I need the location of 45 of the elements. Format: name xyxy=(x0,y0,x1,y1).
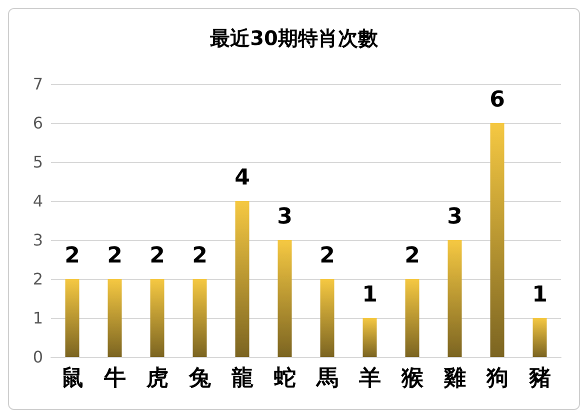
data-label: 1 xyxy=(532,282,548,308)
bar xyxy=(150,279,164,357)
x-tick-label: 蛇 xyxy=(272,365,296,391)
bar xyxy=(405,279,420,357)
y-tick-label: 4 xyxy=(32,192,43,210)
data-label: 2 xyxy=(192,244,208,268)
bar xyxy=(235,201,250,357)
data-label: 2 xyxy=(404,244,420,268)
x-tick-label: 兔 xyxy=(188,365,211,391)
data-label: 3 xyxy=(277,204,292,230)
x-tick-label: 猴 xyxy=(400,365,424,391)
data-label: 3 xyxy=(447,204,462,230)
y-tick-label: 2 xyxy=(32,270,43,288)
bar xyxy=(362,318,377,357)
x-tick-label: 羊 xyxy=(358,365,381,391)
data-label: 2 xyxy=(64,244,80,268)
y-tick-label: 6 xyxy=(32,114,43,132)
data-label: 4 xyxy=(234,166,250,190)
y-tick-label: 7 xyxy=(32,74,43,94)
data-label: 1 xyxy=(362,282,378,308)
chart-title: 最近30期特肖次數 xyxy=(209,26,379,50)
bar xyxy=(65,279,80,357)
x-tick-label: 虎 xyxy=(145,365,168,391)
data-label: 2 xyxy=(320,244,335,268)
x-tick-label: 雞 xyxy=(442,365,466,391)
x-tick-label: 豬 xyxy=(528,365,551,391)
bar xyxy=(108,279,122,357)
bar xyxy=(532,318,547,357)
x-tick-label: 狗 xyxy=(485,365,508,391)
data-label: 2 xyxy=(107,244,122,268)
y-tick-label: 0 xyxy=(32,348,43,366)
y-tick-label: 5 xyxy=(32,152,43,172)
x-tick-label: 龍 xyxy=(230,365,254,391)
bar xyxy=(448,240,462,357)
bar xyxy=(320,279,334,357)
data-label: 6 xyxy=(490,88,505,112)
x-tick-label: 馬 xyxy=(315,365,338,391)
y-tick-label: 3 xyxy=(32,230,43,250)
bar xyxy=(278,240,292,357)
bar xyxy=(192,279,207,357)
bar xyxy=(490,123,504,357)
x-tick-label: 鼠 xyxy=(61,365,84,391)
x-tick-label: 牛 xyxy=(102,365,126,391)
data-label: 2 xyxy=(150,244,165,268)
y-tick-label: 1 xyxy=(32,308,43,328)
